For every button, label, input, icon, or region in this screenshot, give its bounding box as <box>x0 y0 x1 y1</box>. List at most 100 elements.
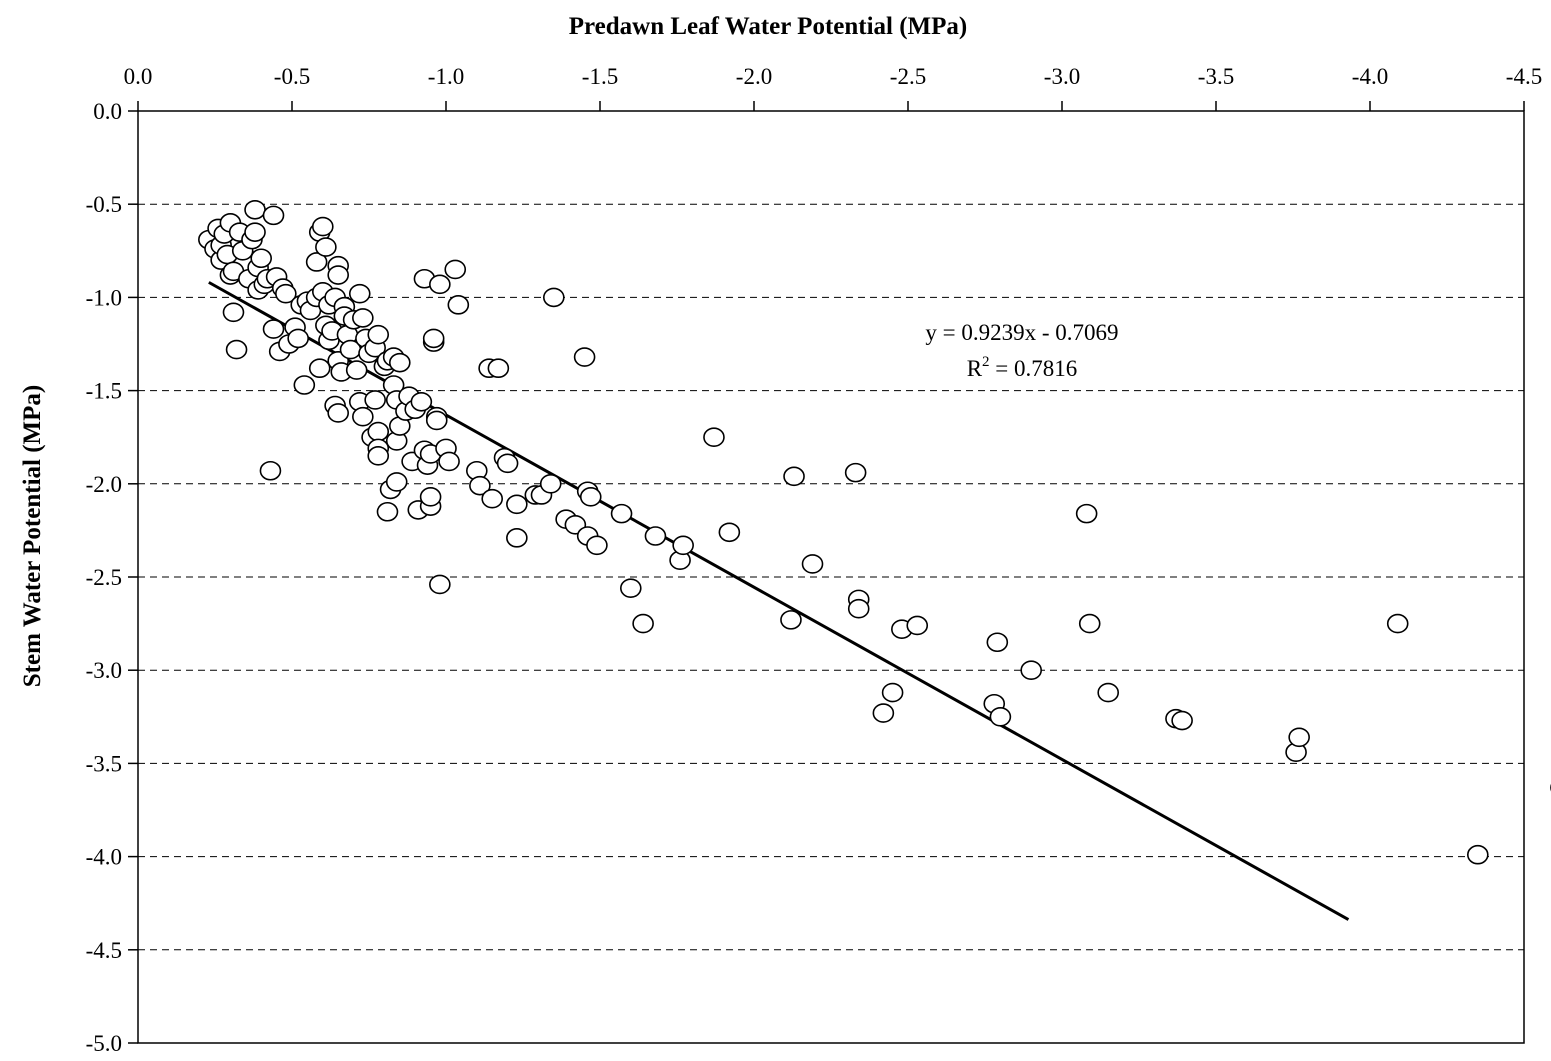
data-point <box>368 423 388 441</box>
y-tick-label: -5.0 <box>86 1031 122 1056</box>
data-point <box>227 341 247 359</box>
x-tick-label: -4.0 <box>1352 64 1388 89</box>
data-point <box>288 329 308 347</box>
data-point <box>430 575 450 593</box>
r-squared-label: R2 = 0.7816 <box>967 354 1078 381</box>
data-point <box>498 454 518 472</box>
data-point <box>223 303 243 321</box>
x-tick-label: -3.0 <box>1044 64 1080 89</box>
data-point <box>313 218 333 236</box>
data-point <box>245 223 265 241</box>
data-point <box>784 467 804 485</box>
y-tick-label: -1.0 <box>86 285 122 310</box>
data-point <box>990 708 1010 726</box>
data-point <box>1021 661 1041 679</box>
trendline <box>209 282 1349 919</box>
data-point <box>719 523 739 541</box>
data-point <box>448 296 468 314</box>
data-point <box>427 411 447 429</box>
data-point <box>251 249 271 267</box>
trendline-equation: y = 0.9239x - 0.7069 <box>925 320 1118 345</box>
x-tick-label: -2.0 <box>736 64 772 89</box>
data-point <box>347 361 367 379</box>
data-point <box>245 201 265 219</box>
y-tick-label: -3.0 <box>86 658 122 683</box>
data-point <box>987 633 1007 651</box>
r-squared-value: = 0.7816 <box>990 356 1078 381</box>
data-point <box>704 428 724 446</box>
data-point <box>581 488 601 506</box>
data-point <box>421 488 441 506</box>
data-point <box>353 309 373 327</box>
r-squared-letter: R <box>967 356 983 381</box>
x-tick-label: -2.5 <box>890 64 926 89</box>
data-point <box>430 275 450 293</box>
x-tick-label: -1.5 <box>582 64 618 89</box>
data-point <box>1077 505 1097 523</box>
data-point <box>781 611 801 629</box>
data-point <box>541 475 561 493</box>
data-point <box>350 285 370 303</box>
data-point <box>1098 684 1118 702</box>
data-point <box>803 555 823 573</box>
data-point <box>507 495 527 513</box>
data-point <box>424 329 444 347</box>
data-point <box>488 359 508 377</box>
data-points <box>199 201 1551 864</box>
data-point <box>883 684 903 702</box>
x-tick-label: -3.5 <box>1198 64 1234 89</box>
data-point <box>310 359 330 377</box>
data-point <box>1080 615 1100 633</box>
y-tick-label: -4.5 <box>86 938 122 963</box>
y-tick-label: -2.0 <box>86 472 122 497</box>
data-point <box>368 447 388 465</box>
data-point <box>390 354 410 372</box>
y-tick-label: -1.5 <box>86 379 122 404</box>
data-point <box>575 348 595 366</box>
data-point <box>587 536 607 554</box>
data-point <box>328 404 348 422</box>
data-point <box>873 704 893 722</box>
data-point <box>633 615 653 633</box>
x-tick-label: -4.5 <box>1506 64 1542 89</box>
trendline-group <box>209 282 1349 919</box>
data-point <box>316 238 336 256</box>
data-point <box>365 391 385 409</box>
data-point <box>1172 712 1192 730</box>
data-point <box>368 326 388 344</box>
y-tick-label: -3.5 <box>86 751 122 776</box>
y-axis-title: Stem Water Potential (MPa) <box>19 385 46 687</box>
y-tick-label: -2.5 <box>86 565 122 590</box>
x-tick-label: -1.0 <box>428 64 464 89</box>
data-point <box>849 600 869 618</box>
data-point <box>260 462 280 480</box>
data-point <box>328 266 348 284</box>
data-point <box>294 376 314 394</box>
y-tick-label: 0.0 <box>93 99 122 124</box>
data-point <box>1388 615 1408 633</box>
data-point <box>439 452 459 470</box>
data-point <box>411 393 431 411</box>
x-tick-label: -0.5 <box>274 64 310 89</box>
data-point <box>445 260 465 278</box>
data-point <box>507 529 527 547</box>
data-point <box>377 503 397 521</box>
data-point <box>544 288 564 306</box>
data-point <box>264 320 284 338</box>
data-point <box>264 206 284 224</box>
x-tick-label: 0.0 <box>124 64 153 89</box>
y-tick-label: -4.0 <box>86 845 122 870</box>
y-tick-label: -0.5 <box>86 192 122 217</box>
data-point <box>907 616 927 634</box>
x-axis-title: Predawn Leaf Water Potential (MPa) <box>569 13 968 40</box>
data-point <box>1468 846 1488 864</box>
data-point <box>353 408 373 426</box>
data-point <box>1289 728 1309 746</box>
data-point <box>612 505 632 523</box>
data-point <box>645 527 665 545</box>
data-point <box>387 473 407 491</box>
r-squared-superscript: 2 <box>982 354 990 370</box>
data-point <box>846 464 866 482</box>
